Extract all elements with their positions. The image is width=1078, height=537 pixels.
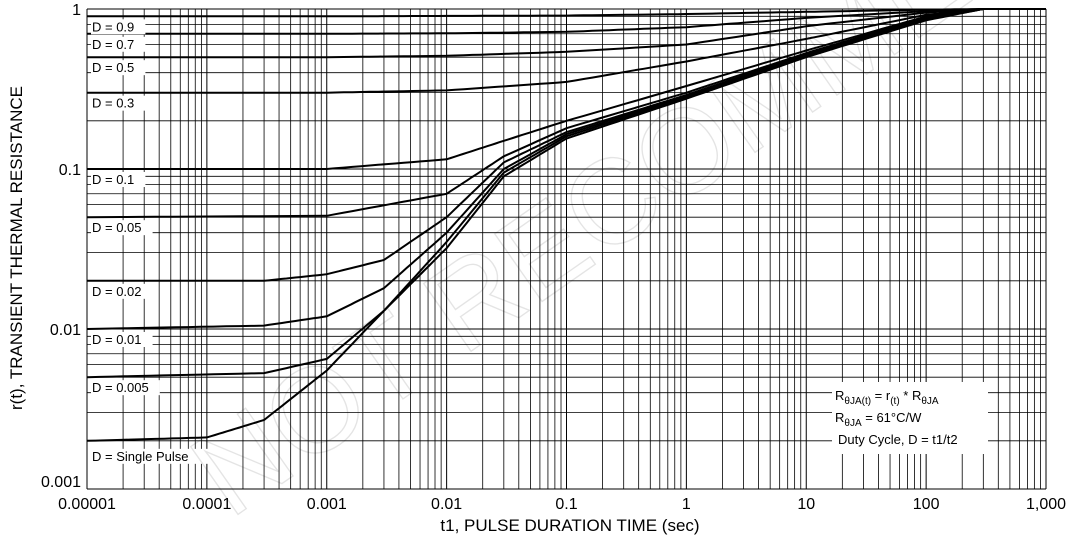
curve-label: D = 0.02 <box>92 284 142 299</box>
curve-label-background <box>91 283 153 299</box>
x-tick-label: 10 <box>797 496 815 513</box>
curve-label: D = 0.9 <box>92 19 134 34</box>
curve-labels: D = 0.9 D = 0.7 D = 0.5 D = 0.3 D = 0.1 D = 0… <box>91 19 211 464</box>
curve-label-background <box>91 95 146 111</box>
curve-label: D = Single Pulse <box>92 449 188 464</box>
curve-label: D = 0.5 <box>92 60 134 75</box>
x-tick-label: 100 <box>913 496 940 513</box>
curve-label: D = 0.7 <box>92 37 134 52</box>
x-tick-label: 0.1 <box>555 496 577 513</box>
y-tick-label: 1 <box>72 2 81 19</box>
formula-annotation: RθJA(t) = r(t) * RθJA RθJA = 61°C/W Duty… <box>832 382 988 454</box>
annotation-line-3: Duty Cycle, D = t1/t2 <box>838 432 958 447</box>
watermark: NOT RECOMMENDED FOR NEW DESIGN <box>168 0 1078 537</box>
curve-label: D = 0.1 <box>92 172 134 187</box>
x-axis-title: t1, PULSE DURATION TIME (sec) <box>440 516 699 535</box>
curve-label-background <box>91 19 146 35</box>
curve-label-background <box>91 380 160 396</box>
curve-label-background <box>91 220 153 236</box>
curve-label-background <box>91 172 146 187</box>
y-tick-label: 0.001 <box>41 474 81 491</box>
annotation-line-2: RθJA = 61°C/W <box>835 410 922 429</box>
y-axis-title: r(t), TRANSIENT THERMAL RESISTANCE <box>7 86 26 410</box>
curve-label: D = 0.01 <box>92 332 142 347</box>
curve-label: D = 0.05 <box>92 220 142 235</box>
annotation-line-1: RθJA(t) = r(t) * RθJA <box>835 388 939 407</box>
curve-label-background <box>91 332 153 347</box>
y-tick-label: 0.1 <box>59 162 81 179</box>
curve-label: D = 0.3 <box>92 96 134 111</box>
y-tick-label: 0.01 <box>50 322 81 339</box>
x-tick-label: 0.001 <box>307 496 347 513</box>
x-tick-label: 1,000 <box>1026 496 1066 513</box>
curve-d-single-pulse <box>86 8 1046 442</box>
grid-lines <box>86 8 1047 490</box>
x-tick-label: 0.01 <box>431 496 462 513</box>
curve-label: D = 0.005 <box>92 380 149 395</box>
curve-label-background <box>91 60 146 76</box>
curve-label-background <box>91 448 211 464</box>
curve-label-background <box>91 36 146 52</box>
x-tick-label: 0.0001 <box>182 496 231 513</box>
annotation-background <box>832 382 988 454</box>
x-tick-label: 0.00001 <box>58 496 116 513</box>
curves <box>86 8 1046 442</box>
x-tick-label: 1 <box>682 496 691 513</box>
tick-labels: 0.00001 0.0001 0.001 0.01 0.1 1 10 100 1,000 0.00… <box>41 2 1066 513</box>
